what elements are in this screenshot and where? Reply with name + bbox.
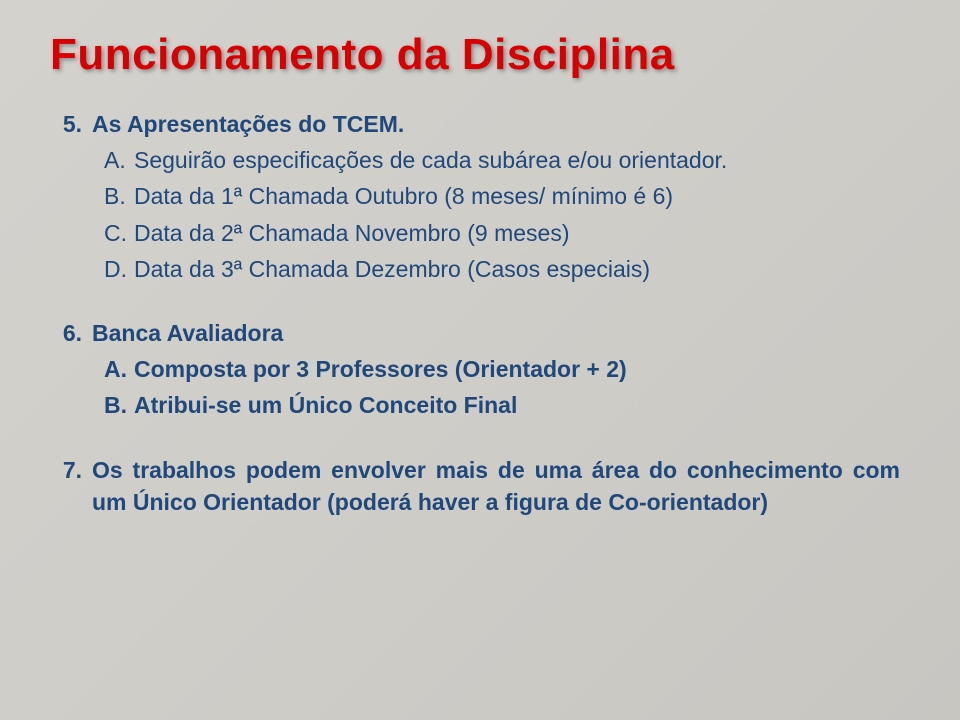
item-marker: D.: [104, 253, 134, 285]
list-item: B. Atribui-se um Único Conceito Final: [50, 389, 900, 421]
section-6-heading-line: 6. Banca Avaliadora: [50, 317, 900, 349]
list-item: A. Composta por 3 Professores (Orientado…: [50, 353, 900, 385]
section-6-marker: 6.: [50, 317, 92, 349]
item-marker: A.: [104, 353, 134, 385]
list-item: A. Seguirão especificações de cada subár…: [50, 144, 900, 176]
section-7-text: Os trabalhos podem envolver mais de uma …: [92, 454, 900, 518]
list-item: D. Data da 3ª Chamada Dezembro (Casos es…: [50, 253, 900, 285]
item-text: Atribui-se um Único Conceito Final: [134, 389, 900, 421]
item-text: Data da 3ª Chamada Dezembro (Casos espec…: [134, 253, 900, 285]
section-7: 7. Os trabalhos podem envolver mais de u…: [50, 454, 900, 518]
slide-title: Funcionamento da Disciplina: [50, 30, 900, 80]
section-7-marker: 7.: [50, 454, 92, 486]
item-marker: B.: [104, 180, 134, 212]
section-5: 5. As Apresentações do TCEM. A. Seguirão…: [50, 108, 900, 285]
section-5-marker: 5.: [50, 108, 92, 140]
item-text: Data da 1ª Chamada Outubro (8 meses/ mín…: [134, 180, 900, 212]
list-item: B. Data da 1ª Chamada Outubro (8 meses/ …: [50, 180, 900, 212]
list-item: C. Data da 2ª Chamada Novembro (9 meses): [50, 217, 900, 249]
item-marker: A.: [104, 144, 134, 176]
section-6: 6. Banca Avaliadora A. Composta por 3 Pr…: [50, 317, 900, 422]
section-5-heading-line: 5. As Apresentações do TCEM.: [50, 108, 900, 140]
slide-content: 5. As Apresentações do TCEM. A. Seguirão…: [50, 108, 900, 518]
section-6-heading: Banca Avaliadora: [92, 317, 900, 349]
item-marker: C.: [104, 217, 134, 249]
item-marker: B.: [104, 389, 134, 421]
section-7-line: 7. Os trabalhos podem envolver mais de u…: [50, 454, 900, 518]
item-text: Data da 2ª Chamada Novembro (9 meses): [134, 217, 900, 249]
item-text: Seguirão especificações de cada subárea …: [134, 144, 900, 176]
item-text: Composta por 3 Professores (Orientador +…: [134, 353, 900, 385]
section-5-heading: As Apresentações do TCEM.: [92, 108, 900, 140]
